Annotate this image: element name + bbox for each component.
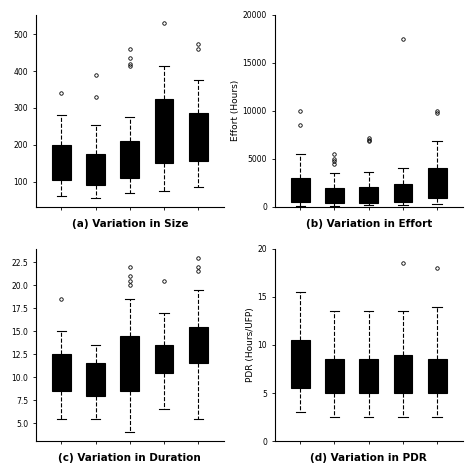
Y-axis label: Effort (Hours): Effort (Hours) xyxy=(231,80,240,141)
PathPatch shape xyxy=(189,327,208,364)
PathPatch shape xyxy=(86,154,105,185)
PathPatch shape xyxy=(359,359,378,393)
X-axis label: (a) Variation in Size: (a) Variation in Size xyxy=(72,219,188,228)
PathPatch shape xyxy=(325,359,344,393)
PathPatch shape xyxy=(325,188,344,203)
PathPatch shape xyxy=(393,355,412,393)
PathPatch shape xyxy=(359,187,378,202)
PathPatch shape xyxy=(428,359,447,393)
PathPatch shape xyxy=(393,184,412,201)
PathPatch shape xyxy=(86,364,105,395)
PathPatch shape xyxy=(52,145,71,180)
PathPatch shape xyxy=(120,141,139,178)
X-axis label: (d) Variation in PDR: (d) Variation in PDR xyxy=(310,453,427,463)
PathPatch shape xyxy=(120,336,139,391)
Y-axis label: PDR (Hours/UFP): PDR (Hours/UFP) xyxy=(246,308,255,383)
PathPatch shape xyxy=(189,113,208,161)
PathPatch shape xyxy=(428,168,447,198)
X-axis label: (b) Variation in Effort: (b) Variation in Effort xyxy=(306,219,432,228)
PathPatch shape xyxy=(291,340,310,388)
PathPatch shape xyxy=(52,354,71,391)
PathPatch shape xyxy=(155,99,173,163)
PathPatch shape xyxy=(155,345,173,373)
X-axis label: (c) Variation in Duration: (c) Variation in Duration xyxy=(58,453,201,463)
PathPatch shape xyxy=(291,178,310,202)
